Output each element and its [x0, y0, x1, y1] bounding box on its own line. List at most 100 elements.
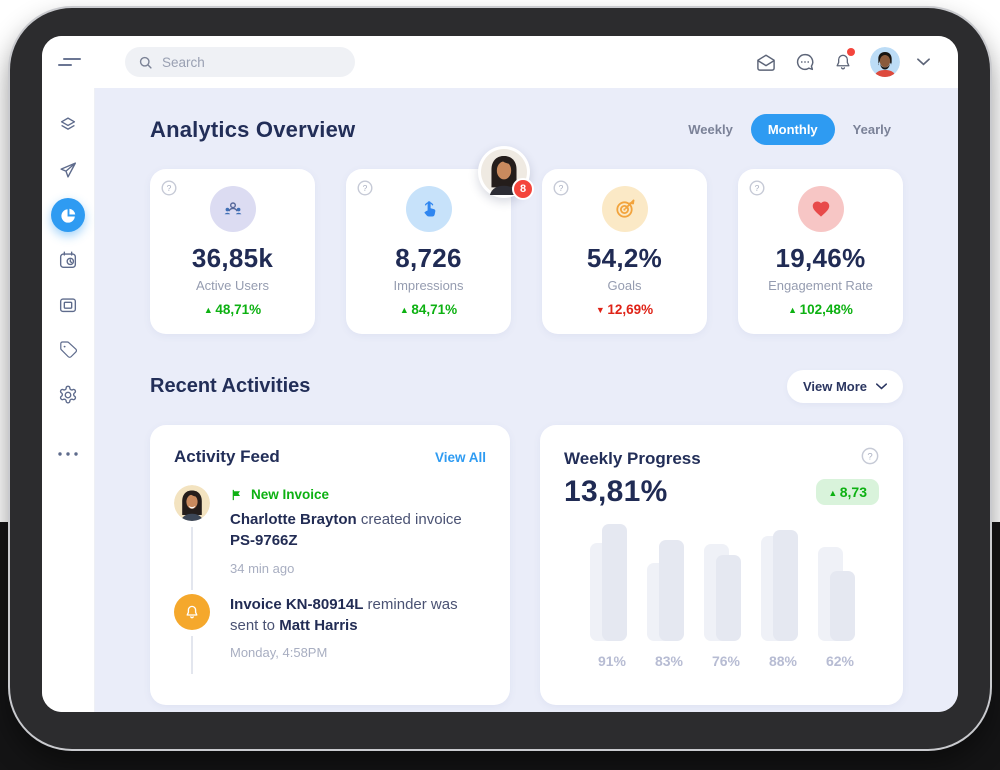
target-icon [601, 186, 648, 232]
stat-label: Impressions [393, 278, 464, 293]
user-avatar[interactable] [870, 47, 900, 77]
activity-time: Monday, 4:58PM [230, 645, 328, 661]
top-bar-actions [755, 47, 930, 77]
activity-time: 34 min ago [230, 560, 295, 576]
chat-icon[interactable] [794, 51, 816, 73]
view-all-link[interactable]: View All [434, 449, 486, 465]
help-icon[interactable]: ? [553, 180, 569, 201]
activity-feed-card: Activity Feed View All [150, 425, 510, 705]
notification-count-badge: 8 [512, 178, 534, 200]
bar-label: 91% [597, 653, 627, 669]
search-input[interactable]: Search [125, 47, 355, 77]
help-icon[interactable]: ? [749, 180, 765, 201]
bar-group: 88% [761, 519, 799, 669]
progress-delta-badge: 8,73 [816, 479, 879, 505]
tablet-frame: Search [10, 8, 990, 749]
flag-icon [232, 489, 241, 500]
bar-group: 83% [647, 519, 685, 669]
bar-primary [659, 540, 684, 641]
stat-delta: 84,71% [400, 302, 457, 317]
tag-icon[interactable] [57, 339, 79, 361]
bell-icon[interactable] [833, 48, 855, 73]
bar-group: 62% [818, 519, 856, 669]
stat-delta: 102,48% [788, 302, 853, 317]
activity-text: Charlotte Brayton created invoice PS-976… [230, 511, 462, 550]
weekly-chart: 91% 83% 76% 88% 62% [564, 519, 879, 669]
stat-delta: 48,71% [204, 302, 261, 317]
top-bar: Search [42, 36, 958, 88]
svg-text:?: ? [363, 183, 368, 193]
bar-primary [716, 555, 741, 641]
users-group-icon [209, 186, 256, 232]
stat-card-active-users[interactable]: ? 36,85k Active Users 48,71% [150, 169, 315, 334]
stat-card-impressions[interactable]: ? 8,726 Impressions 84,71% [346, 169, 511, 334]
bar-label: 88% [768, 653, 798, 669]
stat-delta: 12,69% [596, 302, 653, 317]
bar-label: 83% [654, 653, 684, 669]
activity-text: Invoice KN-80914L reminder was sent to M… [230, 595, 458, 634]
send-icon[interactable] [57, 159, 79, 181]
menu-toggle-icon[interactable] [42, 57, 95, 67]
stat-value: 36,85k [191, 243, 274, 273]
stat-label: Engagement Rate [768, 278, 873, 293]
timeline-connector [191, 635, 193, 675]
tab-yearly[interactable]: Yearly [852, 122, 891, 137]
help-icon[interactable]: ? [161, 180, 177, 201]
chevron-down-icon [876, 383, 887, 390]
activity-tag: New Invoice [251, 487, 330, 502]
bar-group: 76% [704, 519, 742, 669]
sidebar [42, 88, 95, 712]
activity-item[interactable]: New Invoice Charlotte Brayton created in… [174, 485, 486, 590]
stat-value: 19,46% [775, 243, 866, 273]
bar-primary [602, 524, 627, 641]
page-title: Analytics Overview [150, 116, 356, 142]
bar-primary [773, 530, 798, 641]
tab-monthly[interactable]: Monthly [750, 114, 835, 145]
heart-icon [797, 186, 844, 232]
stat-card-engagement[interactable]: ? 19,46% Engagement Rate 102,48% [738, 169, 903, 334]
notification-dot [847, 48, 855, 56]
mail-icon[interactable] [755, 53, 777, 71]
bar-label: 76% [711, 653, 741, 669]
stat-label: Goals [607, 278, 642, 293]
search-placeholder: Search [162, 54, 205, 70]
layers-icon[interactable] [57, 114, 79, 136]
svg-text:?: ? [755, 183, 760, 193]
progress-value: 13,81% [564, 475, 668, 508]
help-icon[interactable]: ? [357, 180, 373, 201]
stat-value: 54,2% [586, 243, 663, 273]
frame-icon[interactable] [57, 294, 79, 316]
chevron-down-icon[interactable] [917, 58, 930, 66]
stat-card-goals[interactable]: ? 54,2% Goals 12,69% [542, 169, 707, 334]
view-more-button[interactable]: View More [786, 370, 903, 403]
bar-label: 62% [825, 653, 855, 669]
svg-text:?: ? [867, 451, 872, 462]
stat-cards: ? 36,85k Active Users 48,71% ? [150, 169, 903, 334]
bar-group: 91% [590, 519, 628, 669]
active-nav-highlight [51, 198, 85, 232]
view-more-label: View More [802, 379, 867, 394]
svg-text:?: ? [167, 183, 172, 193]
card-title: Weekly Progress [564, 448, 701, 468]
stat-value: 8,726 [395, 243, 462, 273]
search-icon [138, 55, 153, 70]
bar-primary [830, 571, 855, 641]
screen: Search [42, 36, 958, 712]
period-tabs: Weekly Monthly Yearly [676, 114, 903, 145]
activity-item[interactable]: Invoice KN-80914L reminder was sent to M… [174, 593, 486, 675]
gear-icon[interactable] [57, 384, 79, 406]
calendar-clock-icon[interactable] [57, 249, 79, 271]
notification-avatar[interactable]: 8 [478, 146, 534, 200]
tab-weekly[interactable]: Weekly [688, 122, 733, 137]
ellipsis-icon[interactable] [57, 443, 79, 465]
tap-click-icon [405, 186, 452, 232]
timeline-connector [191, 527, 193, 590]
help-icon[interactable]: ? [861, 447, 879, 470]
card-title: Activity Feed [174, 447, 280, 466]
bell-icon [174, 593, 210, 630]
pie-chart-icon[interactable] [51, 198, 85, 232]
weekly-progress-card: Weekly Progress ? 13,81% 8,73 91% 83% 76% 8… [540, 425, 903, 705]
svg-text:?: ? [559, 183, 564, 193]
avatar [174, 485, 210, 521]
